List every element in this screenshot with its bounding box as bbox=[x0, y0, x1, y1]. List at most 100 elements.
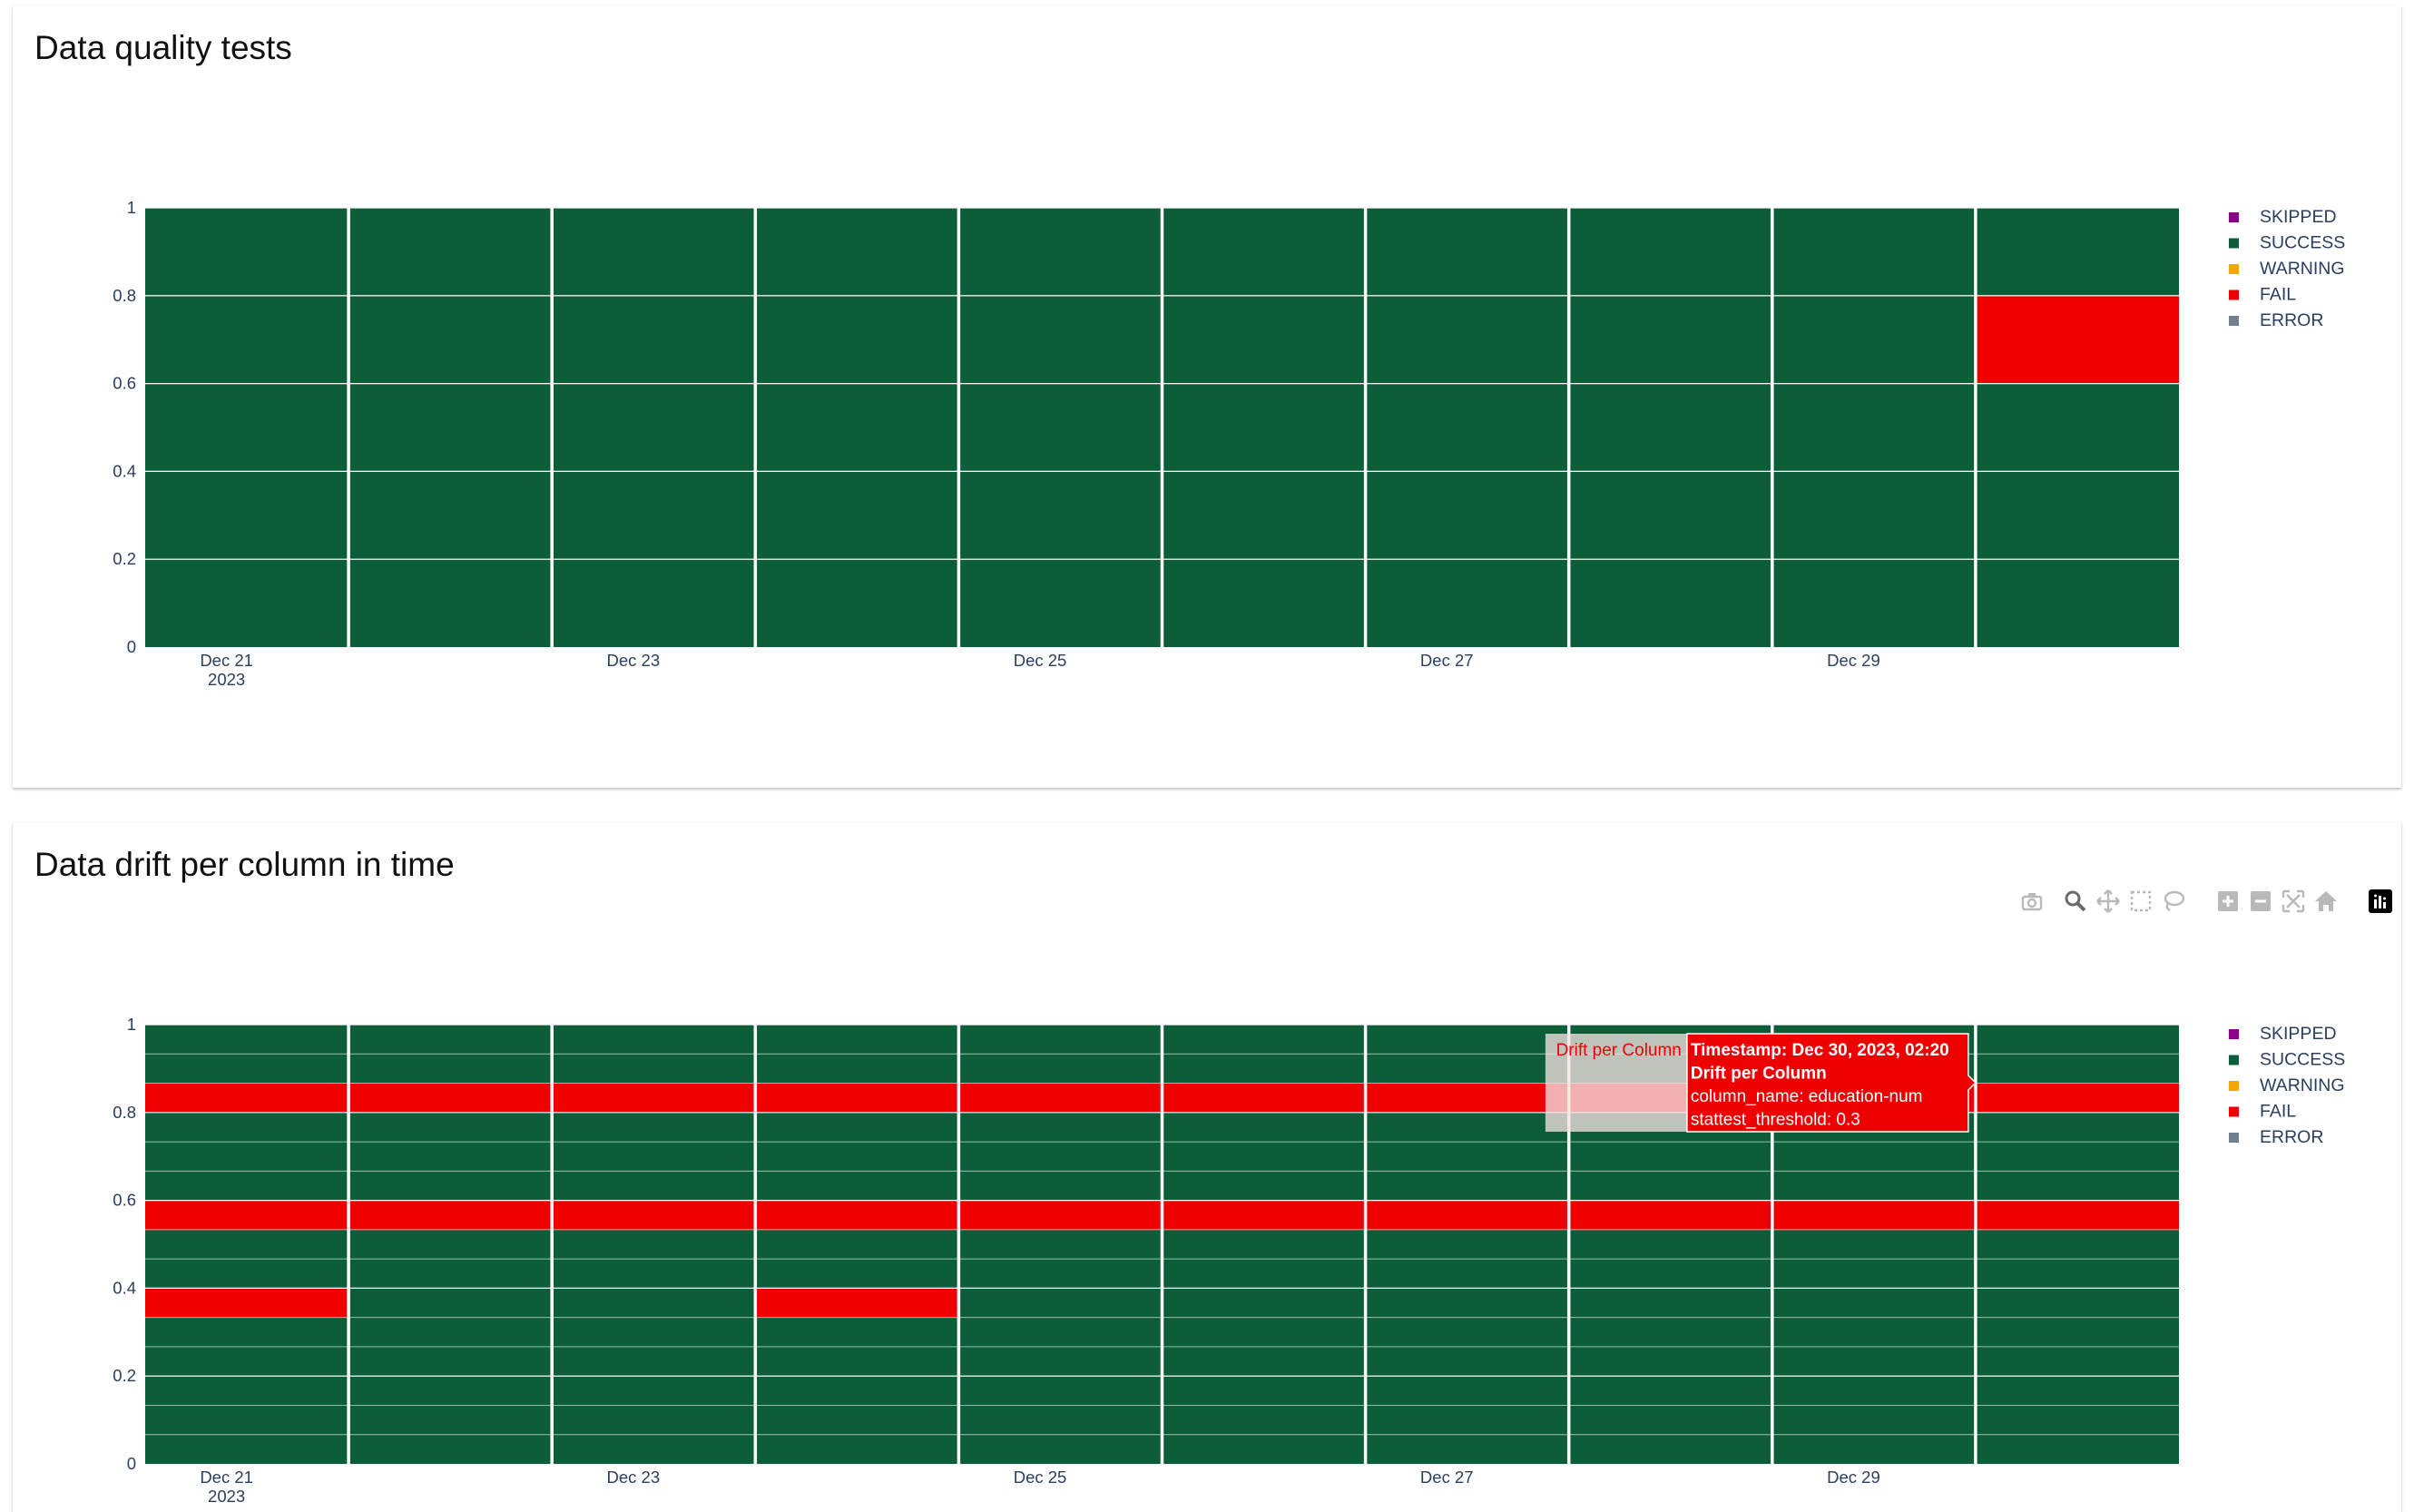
bar-segment-success[interactable] bbox=[1365, 1025, 1569, 1055]
bar-segment-success[interactable] bbox=[755, 1142, 959, 1172]
bar-segment-success[interactable] bbox=[1568, 559, 1772, 647]
bar-2023-12-25[interactable] bbox=[958, 1025, 1163, 1464]
bar-segment-success[interactable] bbox=[755, 1229, 959, 1260]
bar-segment-success[interactable] bbox=[958, 1112, 1163, 1143]
bar-segment-success[interactable] bbox=[145, 1434, 349, 1464]
bar-segment-success[interactable] bbox=[958, 1317, 1163, 1347]
bar-segment-success[interactable] bbox=[145, 1229, 349, 1260]
bar-2023-12-23[interactable] bbox=[552, 208, 756, 647]
bar-segment-success[interactable] bbox=[1568, 1405, 1772, 1435]
legend-item-error[interactable]: ERROR bbox=[2229, 1127, 2323, 1147]
bar-segment-success[interactable] bbox=[1365, 1317, 1569, 1347]
bar-segment-success[interactable] bbox=[1162, 1317, 1366, 1347]
bar-segment-success[interactable] bbox=[1975, 1434, 2179, 1464]
bar-segment-success[interactable] bbox=[958, 1376, 1163, 1406]
bar-segment-success[interactable] bbox=[1771, 1259, 1976, 1289]
bar-segment-success[interactable] bbox=[348, 1288, 553, 1318]
bar-segment-success[interactable] bbox=[552, 1317, 756, 1347]
bar-segment-fail[interactable] bbox=[1162, 1200, 1366, 1230]
bar-segment-success[interactable] bbox=[1365, 1376, 1569, 1406]
bar-segment-success[interactable] bbox=[1975, 1317, 2179, 1347]
bar-segment-success[interactable] bbox=[348, 1171, 553, 1201]
bar-segment-success[interactable] bbox=[1975, 1405, 2179, 1435]
pan-icon[interactable] bbox=[2095, 888, 2122, 915]
bar-segment-success[interactable] bbox=[145, 208, 349, 296]
bar-segment-success[interactable] bbox=[958, 208, 1163, 296]
bar-segment-success[interactable] bbox=[552, 1229, 756, 1260]
bar-segment-success[interactable] bbox=[552, 1405, 756, 1435]
bar-segment-success[interactable] bbox=[1568, 1434, 1772, 1464]
bar-segment-success[interactable] bbox=[552, 1288, 756, 1318]
legend-item-fail[interactable]: FAIL bbox=[2229, 1102, 2296, 1122]
legend-item-warning[interactable]: WARNING bbox=[2229, 259, 2345, 279]
bar-segment-fail[interactable] bbox=[958, 1083, 1163, 1113]
bar-segment-success[interactable] bbox=[755, 559, 959, 647]
bar-segment-success[interactable] bbox=[1568, 1229, 1772, 1260]
bar-segment-success[interactable] bbox=[755, 383, 959, 472]
bar-segment-success[interactable] bbox=[1771, 1171, 1976, 1201]
bar-segment-fail[interactable] bbox=[755, 1083, 959, 1113]
bar-segment-success[interactable] bbox=[1365, 559, 1569, 647]
bar-segment-fail[interactable] bbox=[145, 1083, 349, 1113]
bar-segment-success[interactable] bbox=[1365, 1288, 1569, 1318]
camera-icon[interactable] bbox=[2018, 888, 2046, 915]
bar-segment-success[interactable] bbox=[958, 471, 1163, 560]
bar-segment-success[interactable] bbox=[1568, 208, 1772, 296]
bar-segment-fail[interactable] bbox=[1771, 1200, 1976, 1230]
bar-2023-12-30[interactable] bbox=[1975, 208, 2179, 647]
bar-segment-success[interactable] bbox=[1162, 1142, 1366, 1172]
bar-segment-success[interactable] bbox=[145, 1317, 349, 1347]
bar-segment-success[interactable] bbox=[1162, 1405, 1366, 1435]
autoscale-icon[interactable] bbox=[2280, 888, 2307, 915]
bar-segment-success[interactable] bbox=[1568, 1259, 1772, 1289]
bar-2023-12-30[interactable] bbox=[1975, 1025, 2179, 1464]
bar-segment-success[interactable] bbox=[755, 1317, 959, 1347]
bar-segment-success[interactable] bbox=[552, 208, 756, 296]
bar-segment-success[interactable] bbox=[145, 295, 349, 384]
bar-segment-success[interactable] bbox=[1771, 1405, 1976, 1435]
legend-item-success[interactable]: SUCCESS bbox=[2229, 1050, 2345, 1070]
bar-segment-success[interactable] bbox=[552, 295, 756, 384]
bar-2023-12-23[interactable] bbox=[552, 1025, 756, 1464]
legend-item-warning[interactable]: WARNING bbox=[2229, 1075, 2345, 1095]
bar-segment-success[interactable] bbox=[552, 1434, 756, 1464]
bar-segment-success[interactable] bbox=[755, 208, 959, 296]
bar-segment-success[interactable] bbox=[1162, 1259, 1366, 1289]
bar-segment-success[interactable] bbox=[1365, 1142, 1569, 1172]
bar-segment-fail[interactable] bbox=[958, 1200, 1163, 1230]
bar-segment-success[interactable] bbox=[1975, 1054, 2179, 1084]
bar-segment-success[interactable] bbox=[1975, 1025, 2179, 1055]
bar-segment-success[interactable] bbox=[1771, 1317, 1976, 1347]
bar-segment-success[interactable] bbox=[145, 1376, 349, 1406]
legend-item-success[interactable]: SUCCESS bbox=[2229, 233, 2345, 253]
bar-2023-12-24[interactable] bbox=[755, 1025, 959, 1464]
plotly-logo-icon[interactable] bbox=[2367, 888, 2394, 915]
legend-item-skipped[interactable]: SKIPPED bbox=[2229, 1024, 2337, 1044]
bar-segment-success[interactable] bbox=[1568, 383, 1772, 472]
bar-segment-success[interactable] bbox=[755, 1171, 959, 1201]
bar-segment-success[interactable] bbox=[755, 1376, 959, 1406]
bar-segment-success[interactable] bbox=[1771, 559, 1976, 647]
bar-segment-success[interactable] bbox=[348, 471, 553, 560]
bar-segment-success[interactable] bbox=[1162, 1229, 1366, 1260]
bar-segment-success[interactable] bbox=[552, 559, 756, 647]
bar-segment-success[interactable] bbox=[1162, 1288, 1366, 1318]
bar-segment-fail[interactable] bbox=[552, 1083, 756, 1113]
bar-2023-12-24[interactable] bbox=[755, 208, 959, 647]
bar-segment-success[interactable] bbox=[1771, 1346, 1976, 1377]
bar-segment-fail[interactable] bbox=[755, 1200, 959, 1230]
bar-segment-success[interactable] bbox=[1365, 1112, 1569, 1143]
bar-segment-fail[interactable] bbox=[145, 1200, 349, 1230]
bar-segment-success[interactable] bbox=[1771, 295, 1976, 384]
bar-segment-fail[interactable] bbox=[1568, 1200, 1772, 1230]
bar-segment-success[interactable] bbox=[1975, 208, 2179, 296]
bar-segment-success[interactable] bbox=[348, 383, 553, 472]
bar-2023-12-21[interactable] bbox=[145, 208, 349, 647]
bar-segment-success[interactable] bbox=[145, 471, 349, 560]
legend-item-fail[interactable]: FAIL bbox=[2229, 285, 2296, 305]
bar-segment-success[interactable] bbox=[1568, 1346, 1772, 1377]
bar-2023-12-28[interactable] bbox=[1568, 208, 1772, 647]
bar-2023-12-22[interactable] bbox=[348, 1025, 553, 1464]
